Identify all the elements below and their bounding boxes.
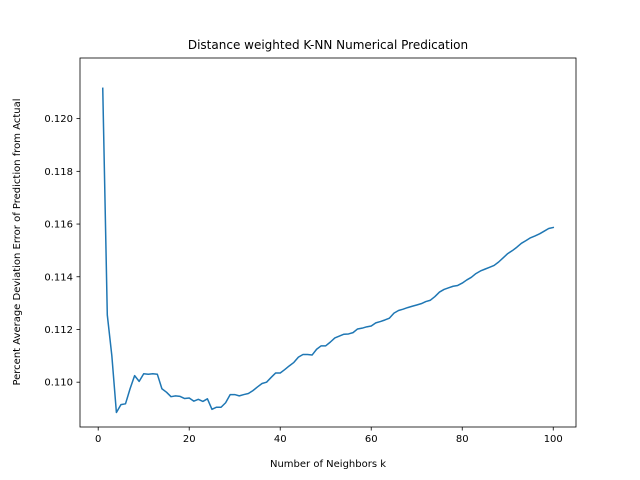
x-axis-label: Number of Neighbors k — [270, 459, 386, 470]
series-line-0 — [101, 87, 555, 414]
x-tick-label: 0 — [95, 434, 101, 445]
plot-area: 0 20 40 60 80 100 0.110 0.112 0.114 0.116 0.118 0.1… — [44, 57, 577, 445]
y-tick-label: 0.110 — [44, 378, 73, 389]
x-tick-label: 40 — [274, 434, 287, 445]
y-tick-label: 0.118 — [44, 167, 73, 178]
y-tick-label: 0.116 — [44, 220, 73, 231]
x-tick-label: 20 — [183, 434, 196, 445]
chart-title: Distance weighted K-NN Numerical Predica… — [188, 38, 468, 52]
y-tick-label: 0.120 — [44, 114, 73, 125]
x-tick-label: 80 — [456, 434, 469, 445]
x-tick-label: 100 — [544, 434, 563, 445]
y-tick-label: 0.112 — [44, 325, 73, 336]
x-tick-label: 60 — [365, 434, 378, 445]
axes-frame — [79, 57, 577, 428]
y-tick-label: 0.114 — [44, 272, 73, 283]
y-axis-label: Percent Average Deviation Error of Predi… — [12, 98, 23, 385]
